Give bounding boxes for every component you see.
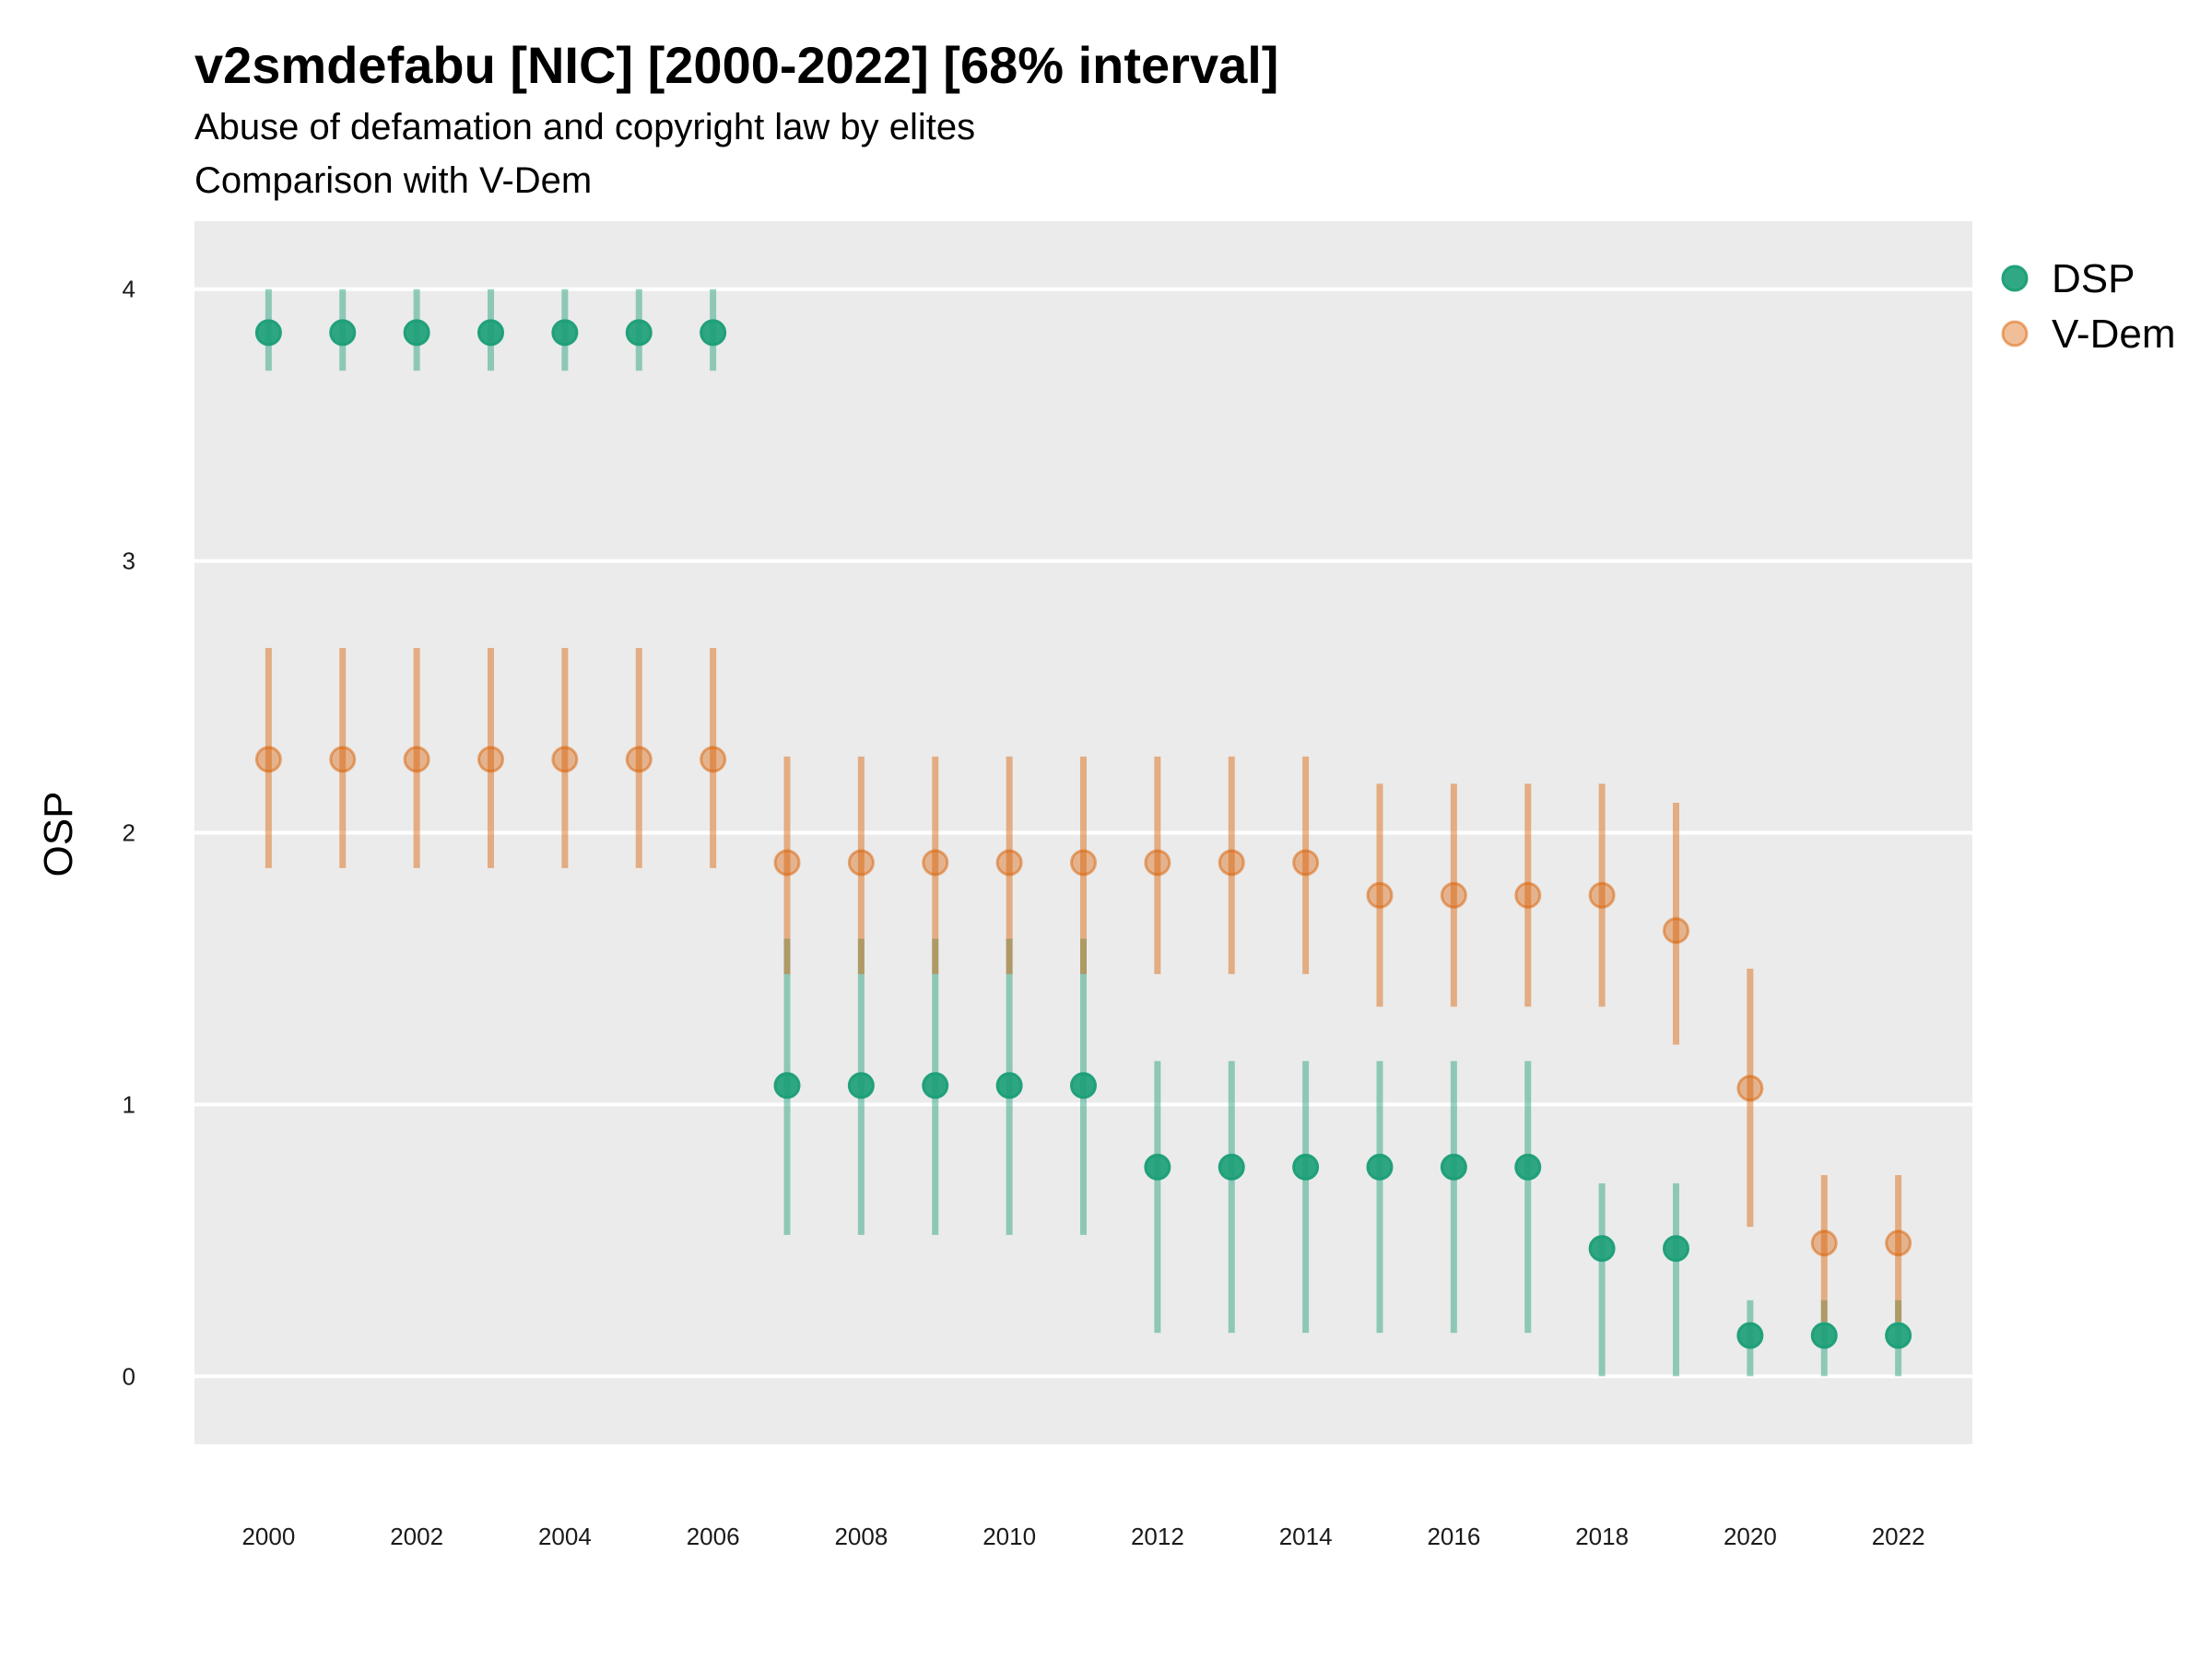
legend: DSP V-Dem [2001,256,2175,357]
dsp-point-2009 [922,1072,949,1100]
series-dsp [254,288,1912,1377]
v-dem-point-2002 [403,746,430,773]
v-dem-point-2012 [1144,849,1171,877]
x-tick-label: 2022 [1872,1523,1925,1550]
dsp-point-2017 [1514,1153,1542,1181]
dsp-point-2014 [1292,1153,1320,1181]
dsp-point-2013 [1218,1153,1245,1181]
v-dem-point-2008 [847,849,875,877]
grid-lines [194,287,1972,1379]
y-tick-label: 2 [123,819,135,847]
dsp-point-2010 [995,1072,1023,1100]
dsp-point-2008 [847,1072,875,1100]
x-tick-label: 2018 [1575,1523,1629,1550]
dsp-point-2016 [1440,1153,1467,1181]
dsp-point-2007 [773,1072,801,1100]
v-dem-point-2006 [700,746,727,773]
dsp-point-2004 [551,319,579,347]
v-dem-point-2016 [1440,881,1467,909]
dsp-point-2012 [1144,1153,1171,1181]
x-tick-label: 2004 [538,1523,592,1550]
y-axis-ticks: 0 1 2 3 4 [123,276,135,1391]
v-dem-point-2020 [1736,1075,1764,1102]
x-tick-label: 2010 [982,1523,1036,1550]
v-dem-point-2015 [1366,881,1394,909]
v-dem-point-2010 [995,849,1023,877]
dsp-point-2020 [1736,1322,1764,1349]
v-dem-point-2013 [1218,849,1245,877]
dsp-point-2002 [403,319,430,347]
y-tick-label: 1 [123,1090,135,1118]
v-dem-point-2001 [329,746,357,773]
legend-key-dsp [2001,265,2029,292]
x-tick-label: 2008 [834,1523,888,1550]
y-tick-label: 0 [123,1362,135,1390]
x-tick-label: 2016 [1427,1523,1480,1550]
dsp-point-2000 [254,319,282,347]
chart-title: v2smdefabu [NIC] [2000-2022] [68% interv… [194,36,1279,94]
x-tick-label: 2006 [687,1523,740,1550]
v-dem-point-2018 [1588,881,1616,909]
dsp-point-2019 [1663,1235,1689,1263]
chart-subtitle-line-1: Abuse of defamation and copyright law by… [194,107,976,147]
x-tick-label: 2014 [1279,1523,1333,1550]
v-dem-point-2011 [1070,849,1097,877]
legend-label-v-dem: V-Dem [2052,312,2175,357]
x-tick-label: 2012 [1131,1523,1184,1550]
v-dem-point-2014 [1292,849,1320,877]
legend-key-v-dem [2001,320,2029,347]
dsp-point-2021 [1810,1322,1838,1349]
dsp-point-2011 [1070,1072,1097,1100]
v-dem-point-2003 [477,746,504,773]
x-axis-ticks: 2000 2002 2004 2006 2008 2010 2012 2014 2016 2018… [241,1523,1924,1550]
dsp-point-2001 [329,319,357,347]
v-dem-point-2004 [551,746,579,773]
v-dem-point-2021 [1810,1230,1838,1257]
y-tick-label: 4 [123,276,135,303]
dsp-point-2005 [625,319,653,347]
v-dem-point-2009 [922,849,949,877]
v-dem-point-2005 [625,746,653,773]
series-layer [254,288,1912,1377]
v-dem-point-2019 [1663,917,1689,945]
v-dem-point-2000 [254,746,282,773]
legend-label-dsp: DSP [2052,256,2135,301]
dsp-point-2006 [700,319,727,347]
dsp-point-2018 [1588,1235,1616,1263]
v-dem-point-2022 [1885,1230,1912,1257]
chart-subtitle-line-2: Comparison with V-Dem [194,160,593,201]
y-axis-title: OSP [36,792,81,877]
series-v-dem [254,647,1912,1323]
x-tick-label: 2020 [1724,1523,1777,1550]
x-tick-label: 2002 [390,1523,443,1550]
dsp-point-2022 [1885,1322,1912,1349]
v-dem-point-2017 [1514,881,1542,909]
v-dem-point-2007 [773,849,801,877]
y-tick-label: 3 [123,547,135,575]
x-tick-label: 2000 [241,1523,295,1550]
dsp-point-2003 [477,319,504,347]
dsp-point-2015 [1366,1153,1394,1181]
